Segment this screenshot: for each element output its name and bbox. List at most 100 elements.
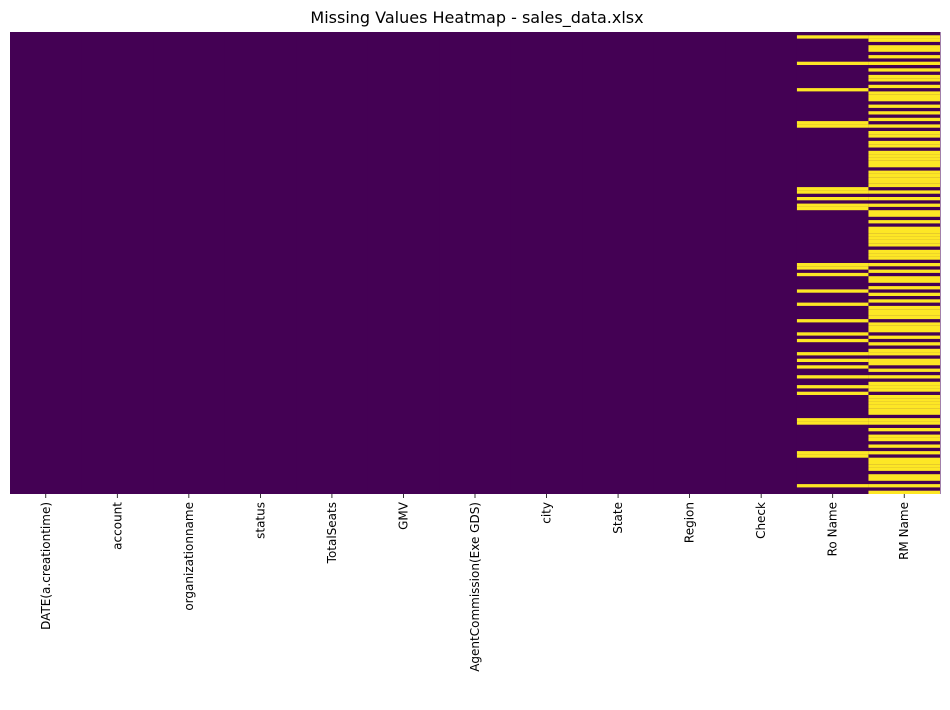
missing-cell: [796, 266, 869, 270]
missing-cell: [868, 428, 940, 432]
missing-cell: [868, 239, 940, 244]
missing-cell: [868, 474, 940, 478]
missing-cell: [868, 395, 940, 399]
missing-cell: [868, 78, 940, 82]
missing-cell: [868, 91, 940, 95]
missing-cell: [868, 437, 940, 442]
missing-cell: [868, 421, 940, 425]
missing-cell: [868, 55, 940, 59]
x-tick-label: account: [110, 502, 124, 550]
missing-cell: [796, 206, 869, 211]
missing-cell: [796, 263, 869, 267]
missing-cell: [796, 35, 869, 39]
missing-cell: [868, 385, 940, 389]
x-tick-label: Ro Name: [826, 502, 840, 556]
missing-cell: [868, 263, 940, 267]
missing-cell: [868, 61, 940, 65]
missing-cell: [868, 164, 940, 168]
missing-cell: [868, 444, 940, 448]
missing-cell: [796, 418, 869, 422]
missing-cell: [868, 408, 940, 412]
missing-cell: [868, 404, 940, 409]
missing-cell: [868, 375, 940, 379]
x-tick-label: status: [253, 502, 267, 539]
x-tick-label: Check: [754, 502, 768, 539]
missing-cell: [796, 358, 869, 362]
x-tick-label: city: [540, 502, 554, 524]
missing-cell: [868, 418, 940, 422]
missing-cell: [868, 312, 940, 316]
x-tick-label: RM Name: [897, 502, 911, 560]
missing-cell: [868, 279, 940, 283]
missing-cell: [796, 385, 869, 389]
missing-cell: [868, 203, 940, 207]
missing-cell: [868, 183, 940, 188]
missing-cell: [796, 319, 869, 323]
missing-cell: [796, 484, 869, 488]
x-tick-label: TotalSeats: [325, 502, 339, 564]
missing-cell: [868, 160, 940, 164]
missing-cell: [796, 88, 869, 92]
missing-cell: [796, 454, 869, 458]
missing-cell: [868, 180, 940, 184]
missing-cell: [868, 220, 940, 224]
missing-cell: [796, 197, 869, 201]
missing-cell: [868, 94, 940, 98]
missing-cell: [868, 134, 940, 138]
missing-cell: [868, 388, 940, 392]
missing-cell: [796, 121, 869, 125]
missing-cell: [868, 48, 940, 52]
missing-cell: [868, 256, 940, 260]
missing-cell: [796, 375, 869, 379]
missing-cell: [868, 74, 940, 79]
missing-cell: [868, 131, 940, 135]
x-tick-label: AgentCommission(Exe GDS): [468, 502, 482, 672]
missing-cell: [868, 236, 940, 240]
missing-cell: [868, 401, 940, 405]
missing-cell: [868, 315, 940, 320]
missing-cell: [868, 484, 940, 488]
missing-cell: [868, 213, 940, 217]
missing-cell: [868, 342, 940, 346]
heatmap-column-date-a-creationtime: [10, 32, 83, 494]
missing-cell: [868, 325, 940, 329]
missing-cell: [868, 292, 940, 296]
missing-cell: [868, 411, 940, 415]
missing-cell: [796, 289, 869, 293]
heatmap-column-state: [582, 32, 655, 494]
missing-cell: [868, 154, 940, 158]
missing-cell: [796, 421, 869, 425]
missing-cell: [868, 150, 940, 155]
missing-cell: [868, 226, 940, 230]
missing-cell: [868, 117, 940, 122]
missing-cell: [868, 104, 940, 108]
missing-cell: [796, 391, 869, 395]
missing-cell: [868, 269, 940, 273]
missing-cell: [868, 434, 940, 438]
missing-cell: [868, 98, 940, 102]
x-tick-label: organizationname: [182, 502, 196, 611]
missing-cell: [796, 203, 869, 207]
missing-cell: [868, 286, 940, 290]
missing-cell: [868, 305, 940, 310]
missing-cell: [868, 38, 940, 42]
missing-cell: [868, 329, 940, 333]
heatmap-column-check: [725, 32, 798, 494]
missing-cell: [868, 335, 940, 339]
missing-cell: [868, 352, 940, 356]
missing-cell: [868, 210, 940, 214]
heatmap-column-organizationname: [153, 32, 226, 494]
missing-cell: [796, 302, 869, 306]
missing-cell: [868, 358, 940, 362]
x-tick-label: GMV: [396, 501, 410, 530]
missing-cell: [868, 457, 940, 461]
missing-cell: [868, 464, 940, 468]
missing-cell: [868, 477, 940, 481]
missing-cell: [868, 230, 940, 234]
missing-cell: [868, 84, 940, 89]
missing-cell: [868, 322, 940, 326]
heatmap-column-agentcommission-exe-gds: [439, 32, 512, 494]
missing-cell: [868, 124, 940, 128]
missing-cell: [868, 362, 940, 366]
missing-cell: [868, 368, 940, 372]
